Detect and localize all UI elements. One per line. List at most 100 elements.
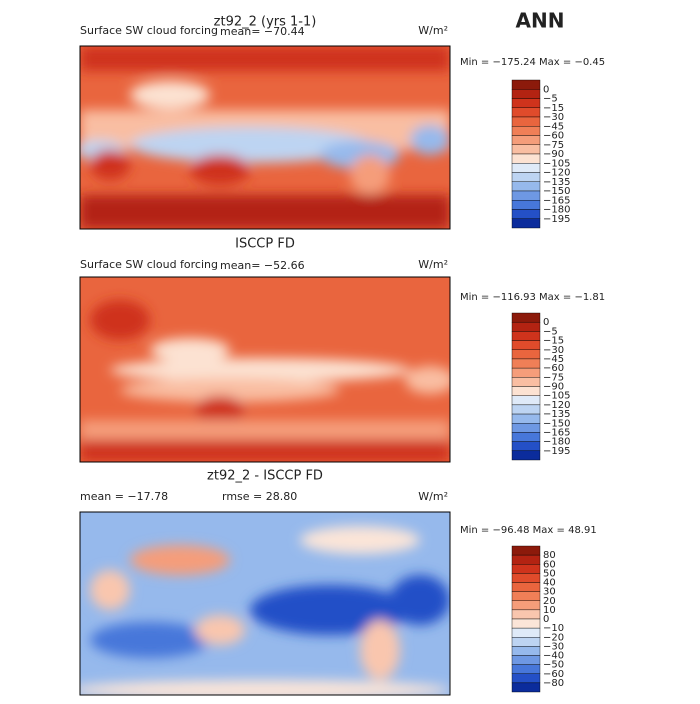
map-frame bbox=[79, 276, 451, 463]
colorbar-swatch bbox=[511, 573, 541, 583]
colorbar-swatch bbox=[511, 98, 541, 108]
colorbar-swatch bbox=[511, 564, 541, 574]
colorbar-label: −60 bbox=[543, 131, 564, 142]
colorbar-swatch bbox=[511, 545, 541, 556]
colorbar-swatch bbox=[511, 126, 541, 136]
colorbar-swatch bbox=[511, 358, 541, 369]
colorbar-label: −120 bbox=[543, 400, 570, 411]
colorbar-label: −15 bbox=[543, 336, 564, 347]
colorbar-swatch bbox=[511, 591, 541, 601]
colorbar-swatch bbox=[511, 181, 541, 192]
colorbar-label: 0 bbox=[543, 84, 549, 95]
colorbar-swatch bbox=[511, 413, 541, 424]
colorbar-swatch bbox=[511, 200, 541, 210]
colorbar-swatch bbox=[511, 600, 541, 611]
colorbar-label: 60 bbox=[543, 559, 556, 570]
panel-title: zt92_2 - ISCCP FD bbox=[207, 469, 323, 484]
colorbar-label: −30 bbox=[543, 641, 564, 652]
colorbar-swatch bbox=[511, 646, 541, 656]
colorbar-label: −5 bbox=[543, 326, 558, 337]
colorbar-swatch bbox=[511, 89, 541, 99]
colorbar-label: −45 bbox=[543, 121, 564, 132]
colorbar-swatch bbox=[511, 404, 541, 415]
colorbar-swatch bbox=[511, 637, 541, 647]
colorbar-swatch bbox=[511, 153, 541, 164]
map-frame bbox=[79, 45, 451, 230]
colorbar-label: −75 bbox=[543, 140, 564, 151]
colorbar-swatch bbox=[511, 618, 541, 629]
colorbar-swatch bbox=[511, 423, 541, 433]
panel-title: ISCCP FD bbox=[235, 237, 295, 252]
colorbar-label: −10 bbox=[543, 623, 564, 634]
colorbar-label: −180 bbox=[543, 437, 570, 448]
colorbar-label: 30 bbox=[543, 587, 556, 598]
colorbar-swatch bbox=[511, 321, 541, 332]
colorbar-swatch bbox=[511, 386, 541, 396]
map-frame bbox=[79, 511, 451, 696]
colorbar-label: −165 bbox=[543, 427, 570, 438]
colorbar-label: −90 bbox=[543, 149, 564, 160]
colorbar-label: −105 bbox=[543, 158, 570, 169]
colorbar-label: 0 bbox=[543, 614, 549, 625]
colorbar-label: −195 bbox=[543, 446, 570, 457]
figure-title: ANN bbox=[516, 9, 565, 33]
colorbar-swatch bbox=[511, 144, 541, 155]
colorbar-swatch bbox=[511, 367, 541, 378]
colorbar-label: −165 bbox=[543, 195, 570, 206]
colorbar-swatch bbox=[511, 395, 541, 406]
colorbar-swatch bbox=[511, 331, 541, 341]
colorbar-swatch bbox=[511, 450, 541, 461]
colorbar-label: −20 bbox=[543, 632, 564, 643]
map bbox=[80, 277, 450, 462]
colorbar-label: −50 bbox=[543, 660, 564, 671]
colorbar-label: −80 bbox=[543, 678, 564, 689]
colorbar-swatch bbox=[511, 218, 541, 229]
colorbar-label: −30 bbox=[543, 112, 564, 123]
colorbar-label: −45 bbox=[543, 354, 564, 365]
panel-units: W/m² bbox=[418, 258, 448, 271]
colorbar-label: 50 bbox=[543, 568, 556, 579]
panel-units: W/m² bbox=[418, 24, 448, 37]
colorbar-label: −195 bbox=[543, 214, 570, 225]
min-max: Min = −175.24 Max = −0.45 bbox=[460, 57, 605, 68]
colorbar-label: 0 bbox=[543, 317, 549, 328]
min-max: Min = −96.48 Max = 48.91 bbox=[460, 525, 597, 536]
colorbar-swatch bbox=[511, 172, 541, 182]
map bbox=[80, 512, 450, 695]
colorbar-swatch bbox=[511, 340, 541, 350]
colorbar-label: −180 bbox=[543, 205, 570, 216]
colorbar-swatch bbox=[511, 349, 541, 360]
colorbar-label: −5 bbox=[543, 94, 558, 105]
colorbar-label: −75 bbox=[543, 372, 564, 383]
colorbar-swatch bbox=[511, 441, 541, 452]
colorbar-label: 20 bbox=[543, 596, 556, 607]
colorbar-swatch bbox=[511, 107, 541, 118]
colorbar-swatch bbox=[511, 655, 541, 665]
colorbar-swatch bbox=[511, 116, 541, 127]
colorbar-label: −15 bbox=[543, 103, 564, 114]
panel-subtitle: Surface SW cloud forcing bbox=[80, 24, 218, 37]
colorbar-swatch bbox=[511, 209, 541, 219]
colorbar-swatch bbox=[511, 682, 541, 693]
colorbar-swatch bbox=[511, 554, 541, 565]
colorbar-label: −60 bbox=[543, 363, 564, 374]
colorbar-label: −150 bbox=[543, 418, 570, 429]
colorbar-label: −90 bbox=[543, 382, 564, 393]
panel-subtitle: mean = −17.78 bbox=[80, 490, 168, 503]
colorbar-swatch bbox=[511, 190, 541, 201]
colorbar-swatch bbox=[511, 673, 541, 684]
colorbar-swatch bbox=[511, 432, 541, 442]
colorbar-swatch bbox=[511, 163, 541, 173]
colorbar-swatch bbox=[511, 79, 541, 90]
colorbar-swatch bbox=[511, 664, 541, 674]
panel-statistic: mean= −70.44 bbox=[220, 25, 305, 38]
colorbar-label: −120 bbox=[543, 168, 570, 179]
colorbar-label: 80 bbox=[543, 550, 556, 561]
colorbar-swatch bbox=[511, 627, 541, 638]
panel-subtitle: Surface SW cloud forcing bbox=[80, 258, 218, 271]
colorbar-label: 40 bbox=[543, 578, 556, 589]
colorbar-swatch bbox=[511, 582, 541, 592]
colorbar-swatch bbox=[511, 312, 541, 323]
panel-units: W/m² bbox=[418, 490, 448, 503]
